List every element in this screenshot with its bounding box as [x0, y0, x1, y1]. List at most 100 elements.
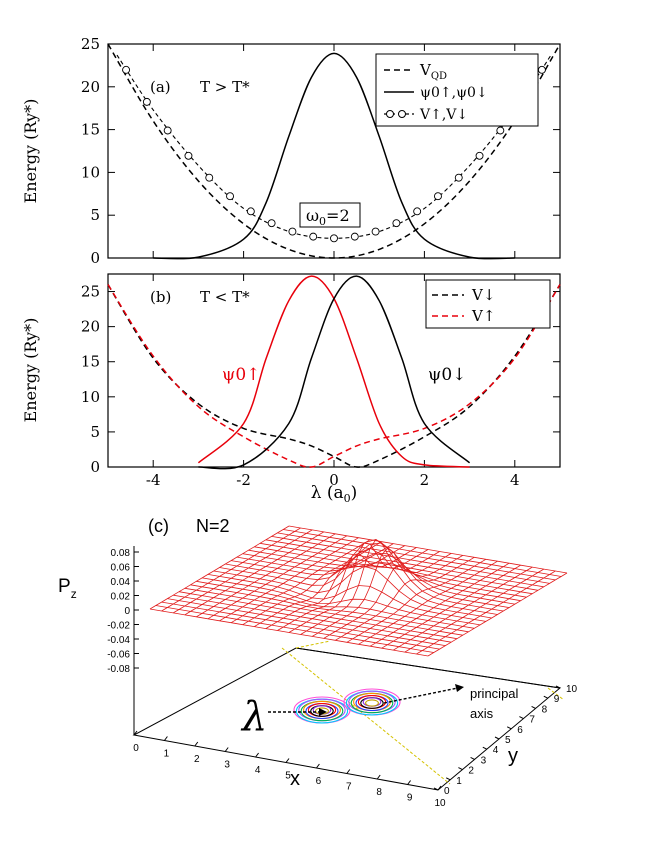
data-point — [371, 227, 380, 236]
y-tick-label: 0 — [90, 458, 100, 476]
y-tick-label: 0 — [90, 249, 100, 267]
mesh-line — [271, 536, 550, 584]
mesh-line — [173, 594, 452, 643]
legend-label-vdown: V↓ — [471, 286, 495, 304]
y-tick — [445, 777, 451, 781]
data-point — [454, 173, 463, 182]
x-tick — [255, 752, 260, 758]
y-tick — [531, 705, 536, 709]
panel-c-title: N=2 — [196, 516, 230, 536]
x-tick — [194, 741, 199, 747]
mesh-line — [346, 558, 487, 643]
x-tick-label: 0 — [329, 471, 339, 489]
y-tick — [482, 746, 488, 750]
x-tick-label: 5 — [285, 771, 291, 782]
y-tick-label: 20 — [81, 78, 100, 96]
mesh-line — [277, 532, 556, 581]
legend-marker — [398, 110, 406, 118]
mesh-line — [178, 591, 458, 640]
principal-axis-label-2: axis — [470, 706, 494, 721]
y-tick-label: 8 — [542, 704, 548, 715]
mesh-line — [207, 574, 486, 622]
x-tick-label: 8 — [376, 787, 382, 798]
y-tick-label: 15 — [81, 121, 100, 139]
data-point — [122, 65, 131, 74]
x-tick — [285, 758, 290, 763]
x-tick-label: 10 — [434, 798, 446, 809]
omega-box — [299, 202, 361, 228]
x-tick-label: 9 — [407, 793, 413, 804]
x-tick — [315, 763, 320, 769]
x-tick — [437, 785, 442, 791]
y-tick-label: 4 — [493, 745, 499, 756]
z-tick-label: 0.08 — [111, 548, 131, 559]
legend-box — [425, 279, 551, 329]
principal-arrow — [383, 687, 459, 704]
y-tick-label: 10 — [566, 684, 578, 695]
x-tick-label: 1 — [164, 749, 170, 760]
z-tick-label: -0.02 — [107, 621, 130, 632]
data-point — [267, 219, 276, 228]
contour-line — [365, 699, 379, 707]
x-tick-label: 2 — [420, 471, 430, 489]
lambda-annotation: λ — [240, 694, 267, 740]
z-tick-label: 0.02 — [111, 592, 131, 603]
y-tick-label: 3 — [481, 755, 487, 766]
y-tick-label: 5 — [90, 206, 100, 224]
series-line — [198, 275, 471, 470]
z-tick-label: -0.04 — [107, 635, 130, 646]
data-point — [205, 173, 214, 182]
x-tick-label: 7 — [346, 782, 352, 793]
y-axis-label: y — [508, 745, 518, 767]
data-point — [142, 97, 151, 106]
y-tick-label: 5 — [505, 735, 511, 746]
data-point — [184, 151, 193, 160]
legend-label-vqd: VQD — [419, 61, 447, 82]
surface-mesh — [149, 525, 568, 657]
psi-down-label: ψ0↓ — [428, 365, 466, 385]
y-tick-label: 15 — [81, 353, 100, 371]
data-point — [246, 207, 255, 216]
data-point — [350, 232, 359, 241]
mesh-line — [242, 541, 382, 626]
y-tick-label: 7 — [529, 715, 535, 726]
y-tick-label: 1 — [456, 776, 462, 787]
x-tick — [376, 774, 381, 780]
panel-a-ylabel: Energy (Ry*) — [21, 99, 40, 204]
x-tick — [224, 747, 229, 752]
contour-plot — [293, 688, 401, 724]
x-ticks: 0 1 2 3 4 5 6 7 8 9 10 — [133, 730, 446, 809]
mesh-line — [358, 560, 498, 645]
data-point — [496, 126, 505, 135]
y-tick-label: 25 — [81, 283, 100, 301]
mesh-line — [230, 539, 371, 624]
y-tick — [470, 756, 475, 760]
z-tick-label: 0.06 — [111, 563, 131, 574]
omega-annotation: ω0=2 — [306, 206, 350, 228]
y-tick-label: 2 — [468, 766, 474, 777]
data-point — [226, 192, 234, 201]
panel-b-ylabel: Energy (Ry*) — [21, 318, 40, 423]
series-line — [107, 43, 561, 259]
mesh-line — [184, 587, 463, 636]
y-tick-label: 0 — [444, 786, 450, 797]
mesh-line — [335, 556, 475, 641]
x-tick-label: 6 — [316, 776, 322, 787]
mesh-line — [265, 539, 544, 588]
panel-b-series — [107, 275, 561, 470]
mesh-line — [254, 546, 533, 595]
y-tick — [519, 716, 524, 720]
mesh-line — [155, 605, 434, 653]
y-tick — [494, 736, 500, 740]
y-tick — [555, 685, 561, 689]
y-tick-label: 9 — [554, 694, 560, 705]
floor-plane — [132, 647, 562, 791]
mesh-line — [167, 598, 446, 646]
mesh-line — [161, 601, 440, 650]
y-tick-label: 6 — [517, 725, 523, 736]
data-point — [288, 227, 297, 236]
panel-a-ticks: 0 5 10 15 20 25 — [81, 35, 560, 267]
